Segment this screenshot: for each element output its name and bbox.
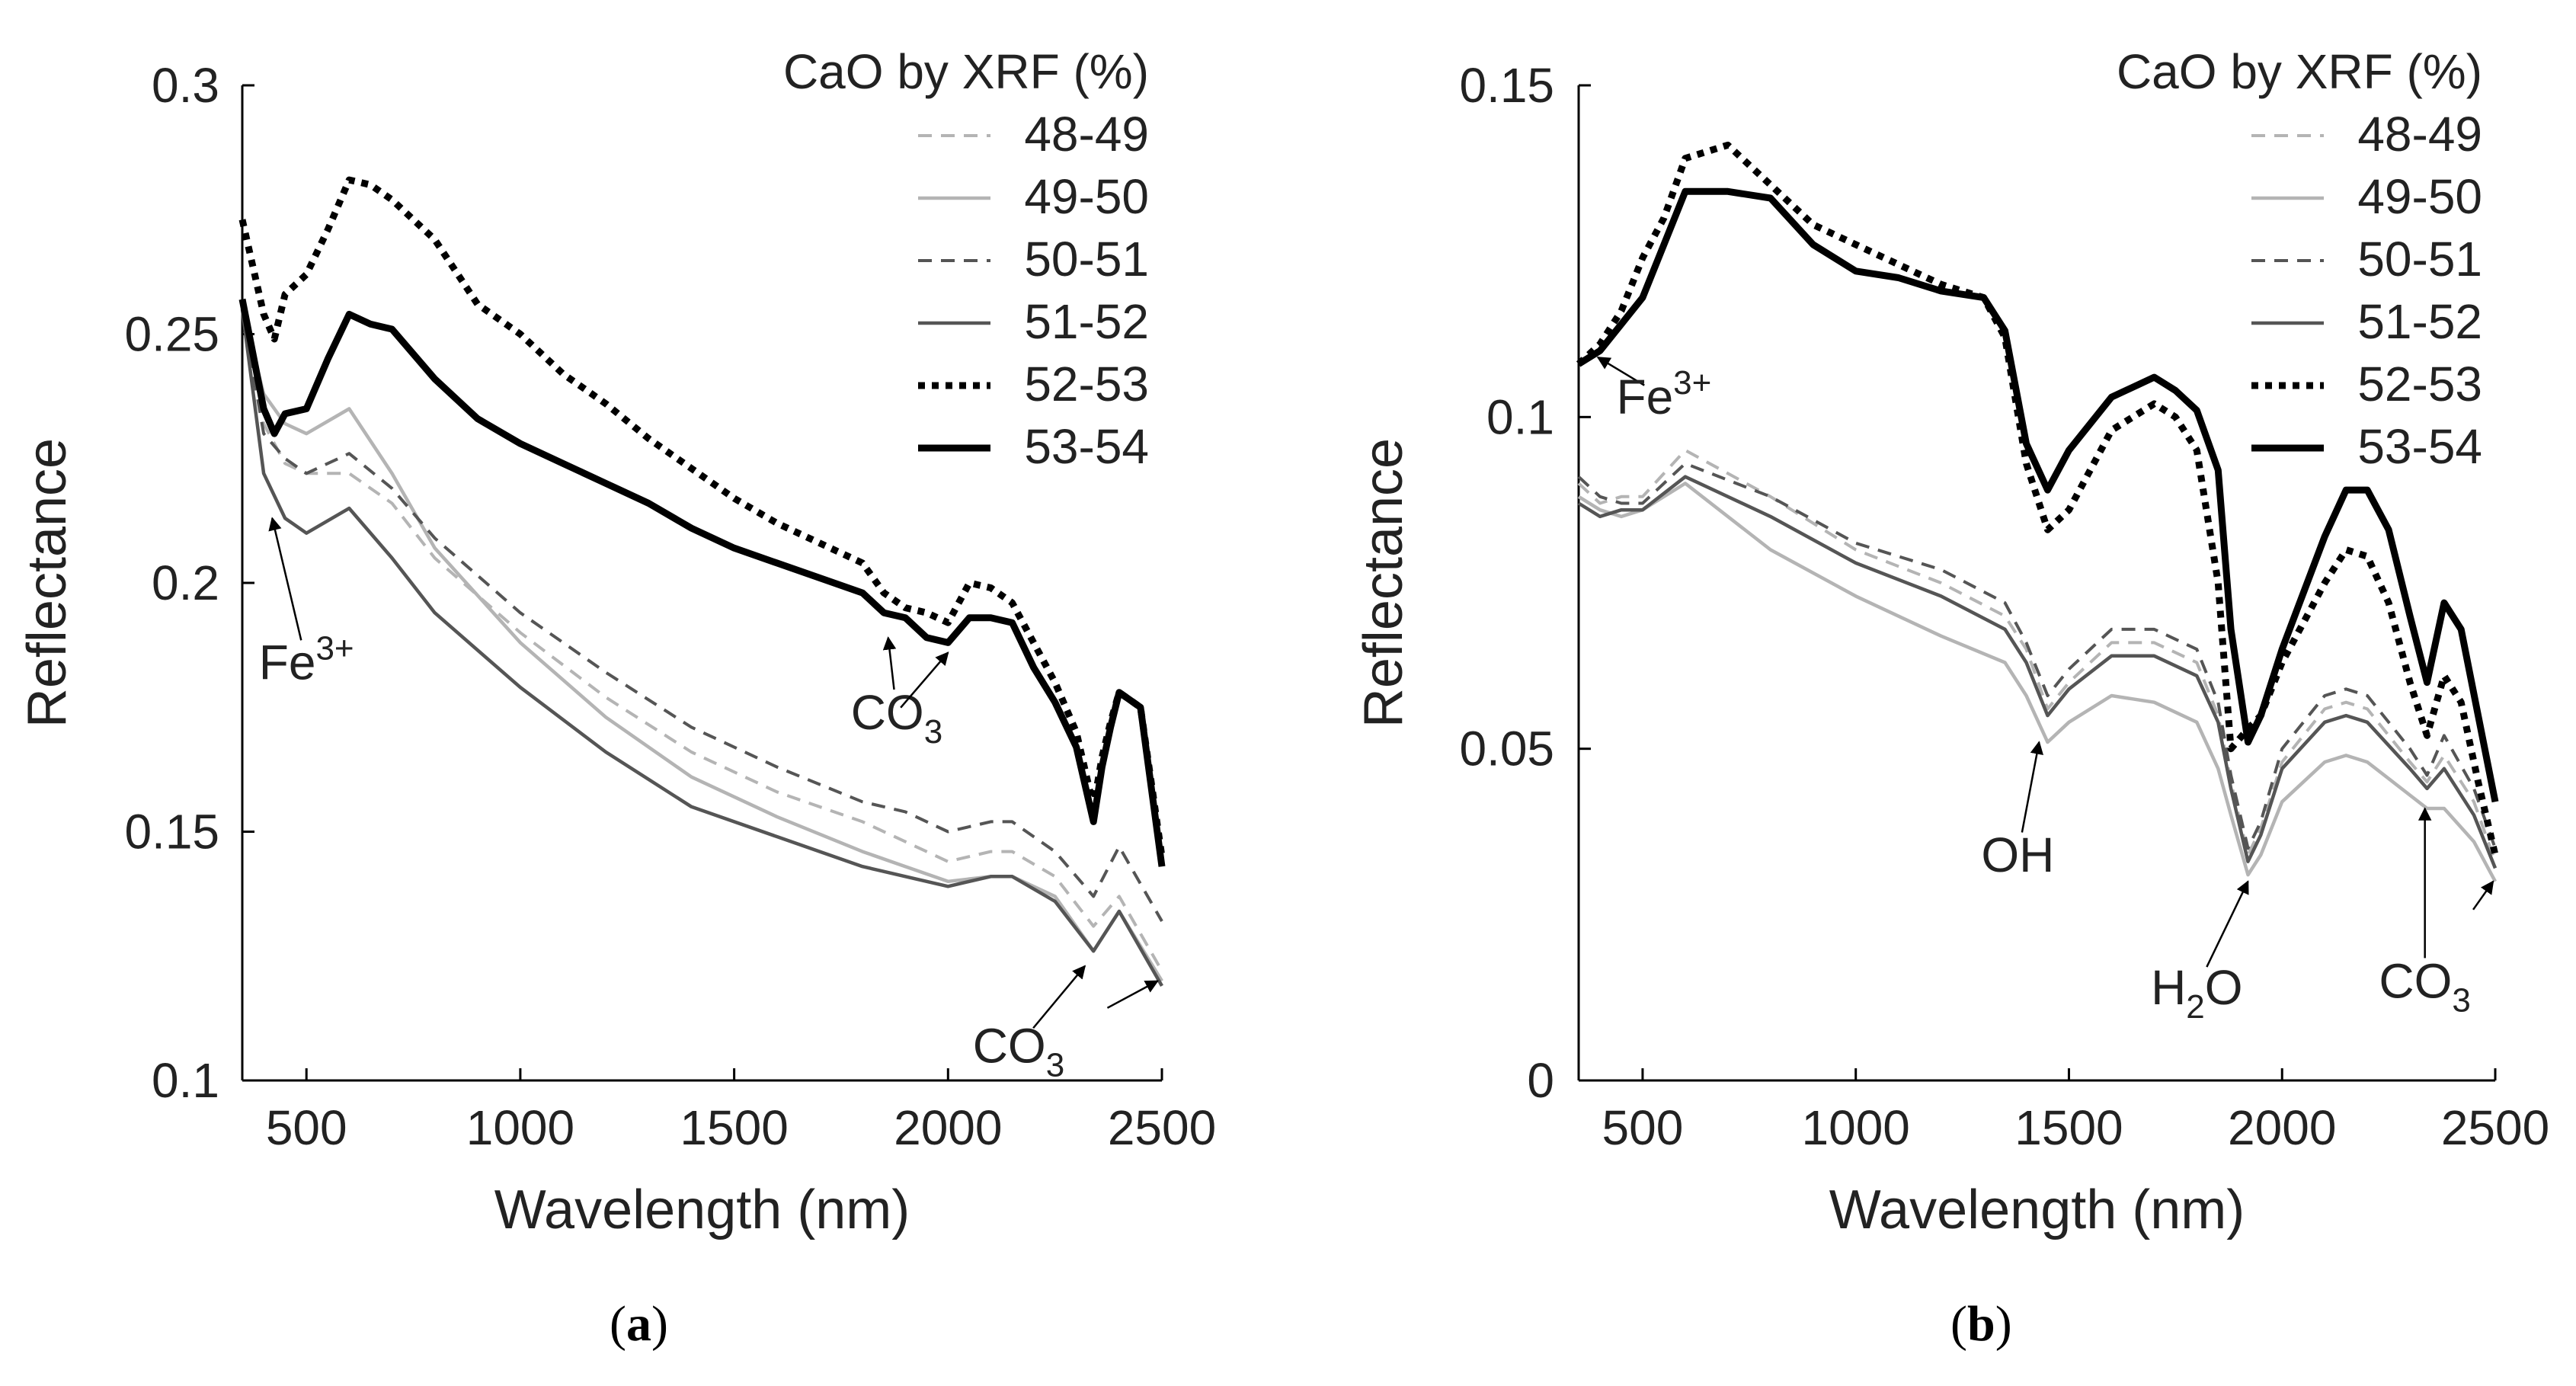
caption-a: (a) — [610, 1296, 668, 1352]
chart-panel-a: 500 1000 1500 2000 2500 0.1 0.15 0.2 0.25 0.3 Wave… — [17, 44, 1216, 1240]
legend-entry: 49-50 — [1024, 169, 1149, 224]
y-tick-label: 0.05 — [1459, 722, 1554, 776]
x-tick-label: 2000 — [2228, 1100, 2336, 1155]
x-tick-label: 1000 — [1802, 1100, 1910, 1155]
annotation-arrow — [2472, 880, 2494, 911]
series-line-49-50 — [1577, 482, 2497, 882]
caption-b: (b) — [1950, 1296, 2012, 1352]
annotation-label: OH — [1981, 827, 2054, 882]
annotation-sub: 2 — [2186, 988, 2204, 1026]
y-tick-label: 0.1 — [1486, 389, 1554, 444]
series-line-48-49 — [241, 309, 1163, 972]
annotation-label: Fe3+ — [259, 629, 354, 690]
legend-entry: 50-51 — [1024, 232, 1149, 286]
legend-entry: 51-52 — [2357, 294, 2482, 349]
annotation-arrow — [1032, 965, 1086, 1029]
legend-entry: 53-54 — [1024, 419, 1149, 474]
y-tick-label: 0.2 — [152, 555, 219, 610]
annotation-main: CO — [973, 1018, 1046, 1073]
legend-entry: 48-49 — [2357, 107, 2482, 162]
caption-letter-b: b — [1966, 1296, 1995, 1352]
annotation-arrow — [1106, 980, 1159, 1009]
annotation-sub: 3 — [2452, 981, 2470, 1019]
series-line-52-53 — [238, 176, 1166, 857]
y-tick-label: 0.3 — [152, 58, 219, 113]
y-axis-label: Reflectance — [17, 438, 78, 728]
annotation-arrow — [882, 636, 897, 690]
annotation-main: OH — [1981, 827, 2054, 882]
x-axis-label: Wavelength (nm) — [1829, 1180, 2245, 1240]
legend-entry: 50-51 — [2357, 232, 2482, 286]
y-tick-label: 0 — [1527, 1053, 1554, 1108]
x-tick-label: 500 — [1602, 1100, 1684, 1155]
legend-title: CaO by XRF (%) — [783, 44, 1149, 99]
annotation-sup: 3+ — [1673, 364, 1711, 402]
annotation-main: Fe — [259, 635, 316, 690]
x-axis-label: Wavelength (nm) — [494, 1180, 910, 1240]
series-line-53-54 — [1576, 187, 2499, 803]
series-line-53-54 — [238, 298, 1166, 867]
annotation-arrow — [268, 517, 302, 641]
annotation-sub: 3 — [1046, 1046, 1064, 1084]
series-line-48-49 — [1577, 448, 2497, 863]
x-tick-label: 1500 — [680, 1100, 788, 1155]
x-tick-label: 2500 — [1108, 1100, 1216, 1155]
legend-entry: 49-50 — [2357, 169, 2482, 224]
legend-entry: 53-54 — [2357, 419, 2482, 474]
y-tick-label: 0.15 — [1459, 58, 1554, 113]
legend-title: CaO by XRF (%) — [2117, 44, 2482, 99]
legend-entry: 48-49 — [1024, 107, 1149, 162]
annotation-arrow — [1596, 356, 1645, 386]
annotation-arrow — [900, 651, 949, 709]
series-line-49-50 — [240, 309, 1163, 982]
series-line-50-51 — [1577, 462, 2497, 850]
y-tick-label: 0.1 — [152, 1053, 219, 1108]
series-line-51-52 — [240, 309, 1163, 987]
x-tick-label: 2500 — [2441, 1100, 2549, 1155]
series-line-51-52 — [1577, 475, 2498, 869]
legend-entry: 51-52 — [1024, 294, 1149, 349]
series-line-50-51 — [241, 309, 1163, 922]
x-tick-label: 500 — [266, 1100, 347, 1155]
annotation-label: CO3 — [851, 685, 942, 751]
caption-letter-a: a — [626, 1296, 651, 1352]
annotation-after: O — [2205, 960, 2243, 1015]
annotation-main: Fe — [1616, 370, 1673, 424]
x-tick-label: 1500 — [2014, 1100, 2123, 1155]
y-tick-label: 0.25 — [124, 307, 219, 362]
annotation-sub: 3 — [924, 713, 942, 751]
annotation-label: Fe3+ — [1616, 364, 1711, 424]
annotation-arrow — [2021, 741, 2043, 833]
chart-panel-b: 500 1000 1500 2000 2500 0 0.05 0.1 0.15 Wavelengt… — [1353, 44, 2549, 1240]
x-tick-label: 2000 — [894, 1100, 1002, 1155]
annotation-main: H — [2151, 960, 2186, 1015]
legend-entry: 52-53 — [1024, 357, 1149, 411]
y-tick-label: 0.15 — [124, 805, 219, 859]
legend-entry: 52-53 — [2357, 357, 2482, 411]
y-axis-label: Reflectance — [1353, 438, 1414, 728]
annotation-arrow — [2206, 880, 2249, 968]
annotation-label: H2O — [2151, 960, 2242, 1026]
annotation-label: CO3 — [2379, 953, 2470, 1019]
annotation-label: CO3 — [973, 1018, 1064, 1084]
annotation-main: CO — [2379, 953, 2452, 1008]
x-tick-label: 1000 — [466, 1100, 574, 1155]
annotation-sup: 3+ — [315, 629, 354, 667]
series-line-52-53 — [1576, 141, 2499, 856]
